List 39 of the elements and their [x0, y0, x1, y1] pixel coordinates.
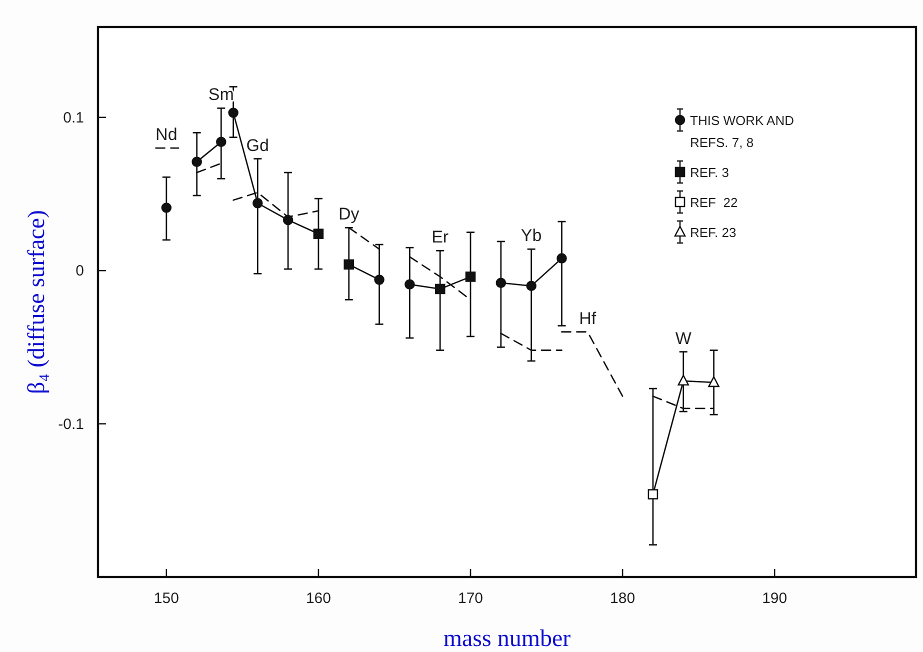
x-tick-label: 170 — [458, 590, 484, 607]
x-tick-label: 190 — [762, 590, 788, 607]
point — [678, 374, 690, 386]
y-tick-label: -0.1 — [58, 416, 84, 433]
point — [374, 274, 384, 285]
x-tick-label: 160 — [306, 590, 331, 607]
annotation: Hf — [579, 308, 596, 328]
point — [496, 278, 506, 288]
point — [556, 253, 567, 264]
annotation: W — [675, 328, 692, 348]
legend-label: REF. 3 — [690, 165, 730, 180]
point — [526, 280, 536, 292]
x-tick-label: 150 — [154, 590, 179, 607]
y-tick-label: 0 — [76, 262, 84, 280]
annotation: Er — [432, 228, 449, 247]
legend-label: THIS WORK AND REFS. 7, 8 — [690, 113, 794, 150]
point — [161, 202, 172, 213]
annotation: Dy — [338, 204, 360, 224]
point — [313, 228, 324, 239]
point — [344, 259, 354, 270]
point — [228, 108, 238, 118]
point — [434, 284, 446, 294]
legend-label: REF. 23 — [690, 225, 736, 240]
point — [282, 214, 294, 226]
point — [192, 156, 202, 167]
y-axis-title: β₄ (diffuse surface) — [24, 210, 50, 394]
annotation: Yb — [520, 226, 542, 246]
point — [708, 376, 720, 388]
y-tick-label: 0.1 — [63, 109, 84, 126]
point — [465, 272, 476, 282]
point — [648, 489, 658, 500]
point — [404, 279, 415, 290]
legend-label: REF 22 — [690, 195, 738, 210]
x-tick-label: 180 — [610, 590, 636, 607]
x-axis-title: mass number — [443, 626, 571, 652]
point — [216, 136, 226, 148]
point — [252, 198, 263, 208]
annotation: Nd — [156, 125, 178, 144]
annotation: Gd — [246, 136, 269, 155]
